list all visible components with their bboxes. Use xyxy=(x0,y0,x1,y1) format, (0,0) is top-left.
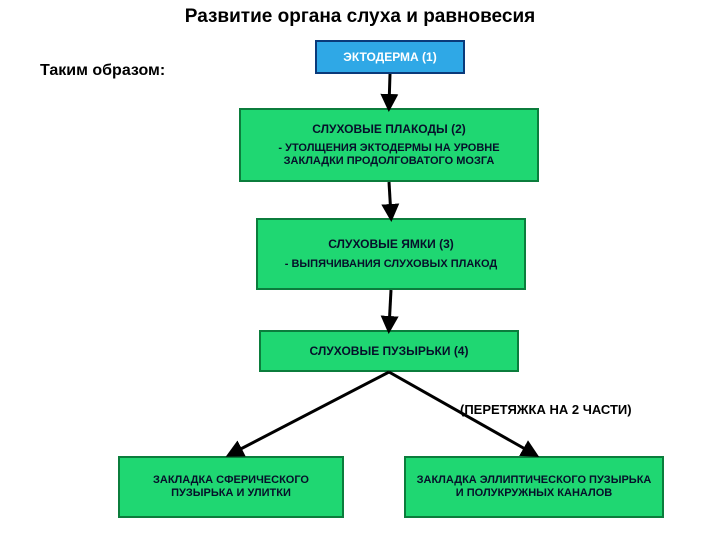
node-heading: ЭКТОДЕРМА (1) xyxy=(343,50,436,64)
page-title: Развитие органа слуха и равновесия xyxy=(0,6,720,28)
node-heading: СЛУХОВЫЕ ПУЗЫРЬКИ (4) xyxy=(310,344,469,358)
node-elliptical-vesicle: ЗАКЛАДКА ЭЛЛИПТИЧЕСКОГО ПУЗЫРЬКА И ПОЛУК… xyxy=(404,456,664,518)
node-auditory-pits: СЛУХОВЫЕ ЯМКИ (3) - ВЫПЯЧИВАНИЯ СЛУХОВЫХ… xyxy=(256,218,526,290)
node-heading: ЗАКЛАДКА СФЕРИЧЕСКОГО ПУЗЫРЬКА И УЛИТКИ xyxy=(126,474,336,500)
node-heading: СЛУХОВЫЕ ПЛАКОДЫ (2) xyxy=(312,122,466,136)
node-heading: ЗАКЛАДКА ЭЛЛИПТИЧЕСКОГО ПУЗЫРЬКА И ПОЛУК… xyxy=(412,474,656,500)
node-heading: СЛУХОВЫЕ ЯМКИ (3) xyxy=(328,237,454,251)
subtitle: Таким образом: xyxy=(40,62,165,80)
annotation-constriction: (ПЕРЕТЯЖКА НА 2 ЧАСТИ) xyxy=(460,402,632,417)
node-ectoderm: ЭКТОДЕРМА (1) xyxy=(315,40,465,74)
node-desc: - УТОЛЩЕНИЯ ЭКТОДЕРМЫ НА УРОВНЕ ЗАКЛАДКИ… xyxy=(247,142,531,168)
node-auditory-vesicles: СЛУХОВЫЕ ПУЗЫРЬКИ (4) xyxy=(259,330,519,372)
node-auditory-placodes: СЛУХОВЫЕ ПЛАКОДЫ (2) - УТОЛЩЕНИЯ ЭКТОДЕР… xyxy=(239,108,539,182)
node-spherical-vesicle: ЗАКЛАДКА СФЕРИЧЕСКОГО ПУЗЫРЬКА И УЛИТКИ xyxy=(118,456,344,518)
node-desc: - ВЫПЯЧИВАНИЯ СЛУХОВЫХ ПЛАКОД xyxy=(285,258,498,271)
